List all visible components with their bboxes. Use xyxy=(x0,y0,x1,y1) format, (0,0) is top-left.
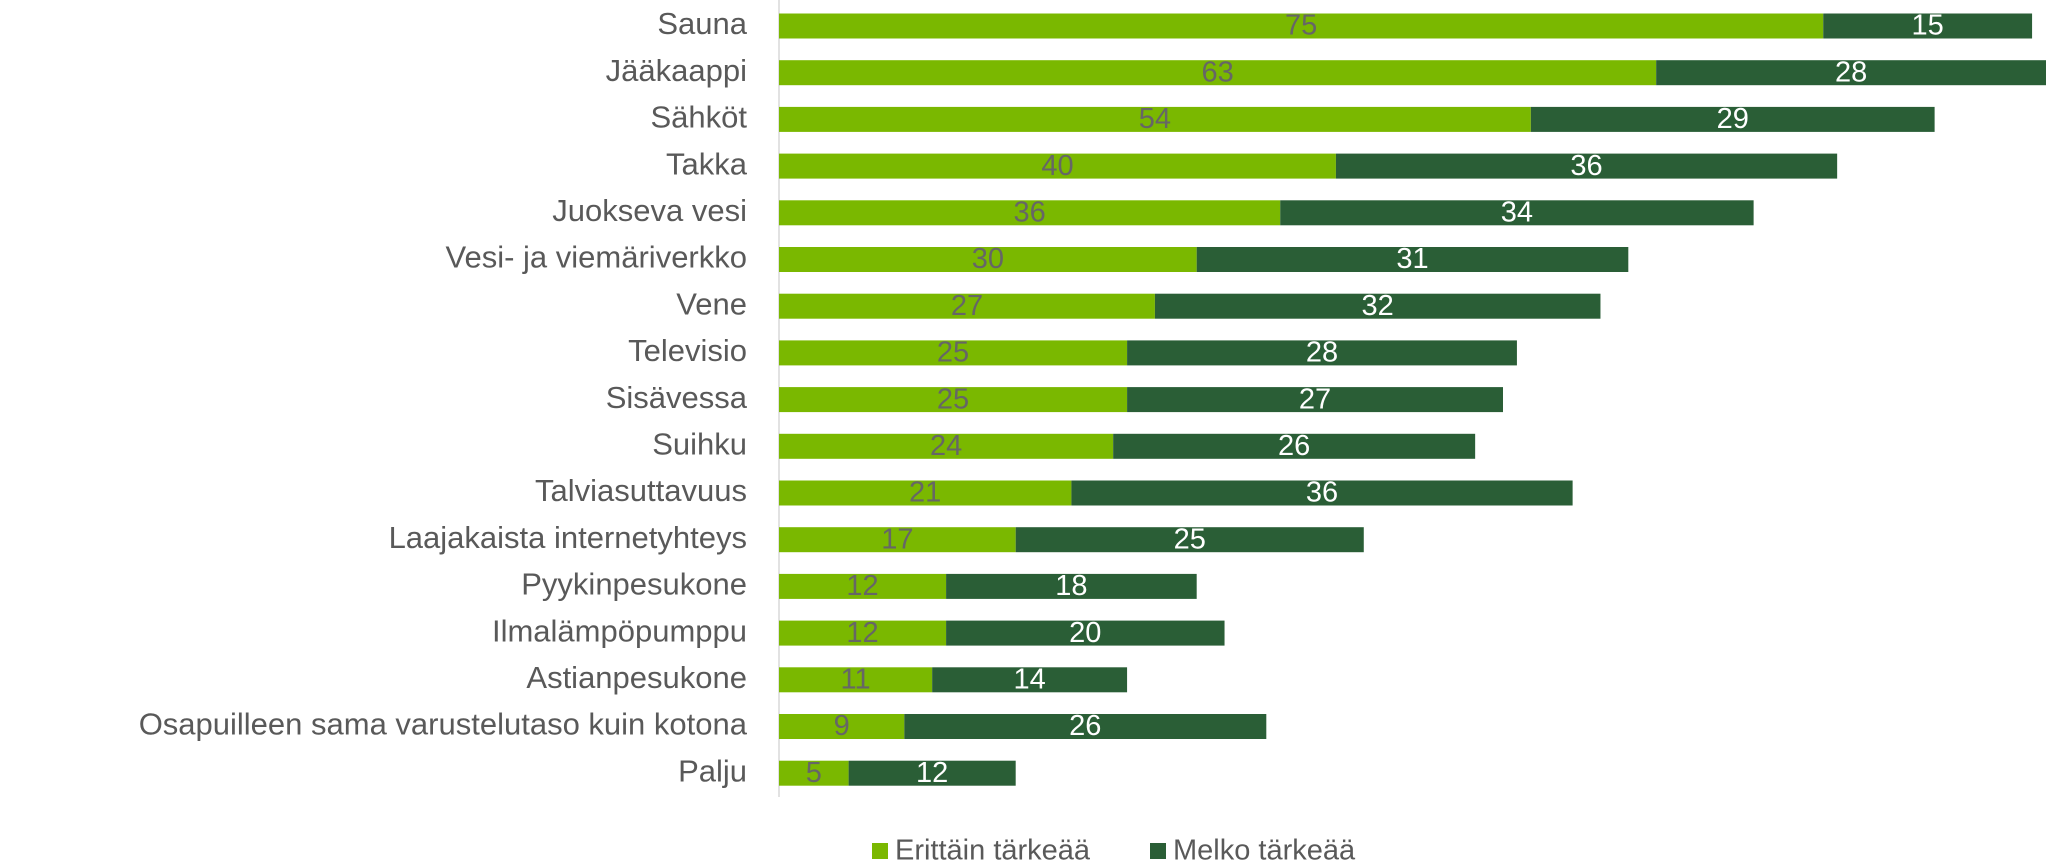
value-label: 40 xyxy=(1041,150,1073,182)
category-label: Sisävessa xyxy=(606,380,748,415)
value-label: 12 xyxy=(846,617,878,649)
bar-segment xyxy=(1823,13,2033,39)
bar-segment xyxy=(848,760,1016,786)
bar-segment xyxy=(932,667,1128,693)
value-label: 32 xyxy=(1362,290,1394,322)
value-label: 31 xyxy=(1396,243,1428,275)
bar-segment xyxy=(1127,340,1517,366)
value-label: 26 xyxy=(1069,710,1101,742)
category-label: Suihku xyxy=(652,426,747,461)
value-label: 27 xyxy=(1299,383,1331,415)
legend-label: Melko tärkeää xyxy=(1173,835,1356,867)
category-label: Laajakaista internetyhteys xyxy=(389,520,747,555)
bar-segment xyxy=(779,480,1072,506)
value-label: 54 xyxy=(1139,103,1171,135)
bar-segment xyxy=(779,714,905,739)
category-label: Vesi- ja viemäriverkko xyxy=(446,240,747,275)
value-label: 5 xyxy=(806,757,822,789)
value-label: 34 xyxy=(1501,196,1533,228)
bar-segment xyxy=(779,106,1531,132)
value-label: 26 xyxy=(1278,430,1310,462)
bar-segment xyxy=(779,760,849,786)
value-label: 18 xyxy=(1055,570,1087,602)
value-label: 11 xyxy=(841,663,871,695)
legend-swatch xyxy=(1150,843,1166,859)
legend-swatch xyxy=(872,843,888,859)
category-label: Televisio xyxy=(628,333,747,368)
bar-segment xyxy=(779,433,1114,459)
value-label: 20 xyxy=(1069,617,1101,649)
bar-segment xyxy=(779,153,1336,179)
bar-segment xyxy=(779,247,1197,272)
category-label: Takka xyxy=(666,146,748,181)
bar-segment xyxy=(779,620,947,646)
value-label: 29 xyxy=(1717,103,1749,135)
bar-segment xyxy=(779,527,1016,553)
category-label: Ilmalämpöpumppu xyxy=(492,613,747,648)
bar-segment xyxy=(1530,106,1935,132)
category-label: Palju xyxy=(678,753,747,788)
bar-segment xyxy=(779,573,947,599)
value-label: 12 xyxy=(846,570,878,602)
value-label: 36 xyxy=(1306,477,1338,509)
bar-segment xyxy=(946,573,1197,599)
category-label: Vene xyxy=(676,286,747,321)
bar-segment xyxy=(779,13,1824,39)
value-label: 9 xyxy=(834,710,850,742)
value-label: 25 xyxy=(1174,523,1206,555)
value-label: 36 xyxy=(1013,196,1045,228)
value-label: 25 xyxy=(937,383,969,415)
bar-segment xyxy=(1335,153,1838,179)
bar-segment xyxy=(779,667,933,693)
value-label: 17 xyxy=(881,523,913,555)
bar-segment xyxy=(1127,387,1503,413)
bar-segment xyxy=(904,714,1267,739)
bar-segment xyxy=(1113,433,1476,459)
bar-segment xyxy=(779,200,1281,226)
bar-segment xyxy=(1656,60,2046,86)
category-label: Jääkaappi xyxy=(606,53,747,88)
value-label: 24 xyxy=(930,430,962,462)
value-label: 63 xyxy=(1201,56,1233,88)
value-label: 36 xyxy=(1570,150,1602,182)
category-label: Osapuilleen sama varustelutaso kuin koto… xyxy=(139,707,748,742)
bar-segment xyxy=(1280,200,1754,226)
bar-segment xyxy=(779,293,1155,319)
value-label: 15 xyxy=(1912,10,1944,42)
bar-segment xyxy=(1196,247,1629,272)
value-label: 12 xyxy=(916,757,948,789)
value-label: 21 xyxy=(909,477,941,509)
bar-segment xyxy=(779,60,1657,86)
value-label: 27 xyxy=(951,290,983,322)
value-label: 30 xyxy=(972,243,1004,275)
value-label: 75 xyxy=(1285,10,1317,42)
category-label: Talviasuttavuus xyxy=(535,473,747,508)
value-label: 28 xyxy=(1835,56,1867,88)
bar-segment xyxy=(1071,480,1573,506)
category-label: Sauna xyxy=(657,6,747,41)
bar-segment xyxy=(946,620,1225,646)
category-label: Pyykinpesukone xyxy=(521,567,747,602)
value-label: 25 xyxy=(937,337,969,369)
value-label: 14 xyxy=(1013,663,1045,695)
category-label: Juokseva vesi xyxy=(552,193,747,228)
bar-segment xyxy=(1154,293,1601,319)
bar-segment xyxy=(1015,527,1364,553)
bar-segment xyxy=(779,387,1128,413)
value-label: 28 xyxy=(1306,337,1338,369)
bar-segment xyxy=(779,340,1128,366)
legend-label: Erittäin tärkeää xyxy=(895,835,1091,867)
category-label: Sähköt xyxy=(650,100,747,135)
category-label: Astianpesukone xyxy=(526,660,747,695)
